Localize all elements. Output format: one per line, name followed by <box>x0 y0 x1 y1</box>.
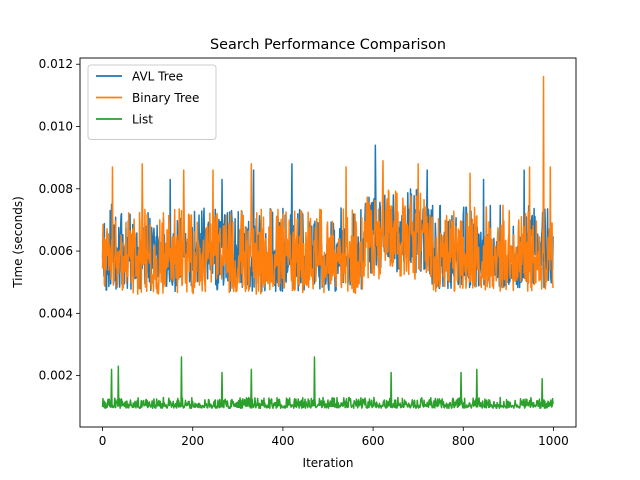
x-axis-label: Iteration <box>303 456 354 470</box>
x-tick-label: 600 <box>362 434 385 448</box>
y-tick-label: 0.008 <box>39 182 73 196</box>
legend: AVL Tree Binary Tree List <box>87 64 217 140</box>
y-tick-label: 0.012 <box>39 57 73 71</box>
x-tick-label: 1000 <box>538 434 569 448</box>
y-tick-label: 0.010 <box>39 120 73 134</box>
y-axis: 0.002 0.004 0.006 0.008 0.010 0.012 <box>39 57 80 383</box>
legend-label: List <box>132 113 153 127</box>
legend-label: Binary Tree <box>132 91 199 105</box>
x-tick-label: 0 <box>99 434 107 448</box>
y-tick-label: 0.006 <box>39 244 73 258</box>
series-line-list <box>101 356 554 410</box>
x-tick-label: 400 <box>271 434 294 448</box>
y-tick-label: 0.004 <box>39 306 73 320</box>
x-tick-label: 800 <box>452 434 475 448</box>
y-tick-label: 0.002 <box>39 369 73 383</box>
x-axis: 0 200 400 600 800 1000 <box>99 427 569 448</box>
series-line-binary-tree <box>101 75 554 295</box>
chart-title: Search Performance Comparison <box>210 37 446 53</box>
x-tick-label: 200 <box>181 434 204 448</box>
plot-frame <box>79 57 577 428</box>
legend-box <box>87 64 217 140</box>
series-layer <box>101 75 554 410</box>
y-axis-label: Time (seconds) <box>11 196 25 289</box>
legend-label: AVL Tree <box>132 70 183 84</box>
